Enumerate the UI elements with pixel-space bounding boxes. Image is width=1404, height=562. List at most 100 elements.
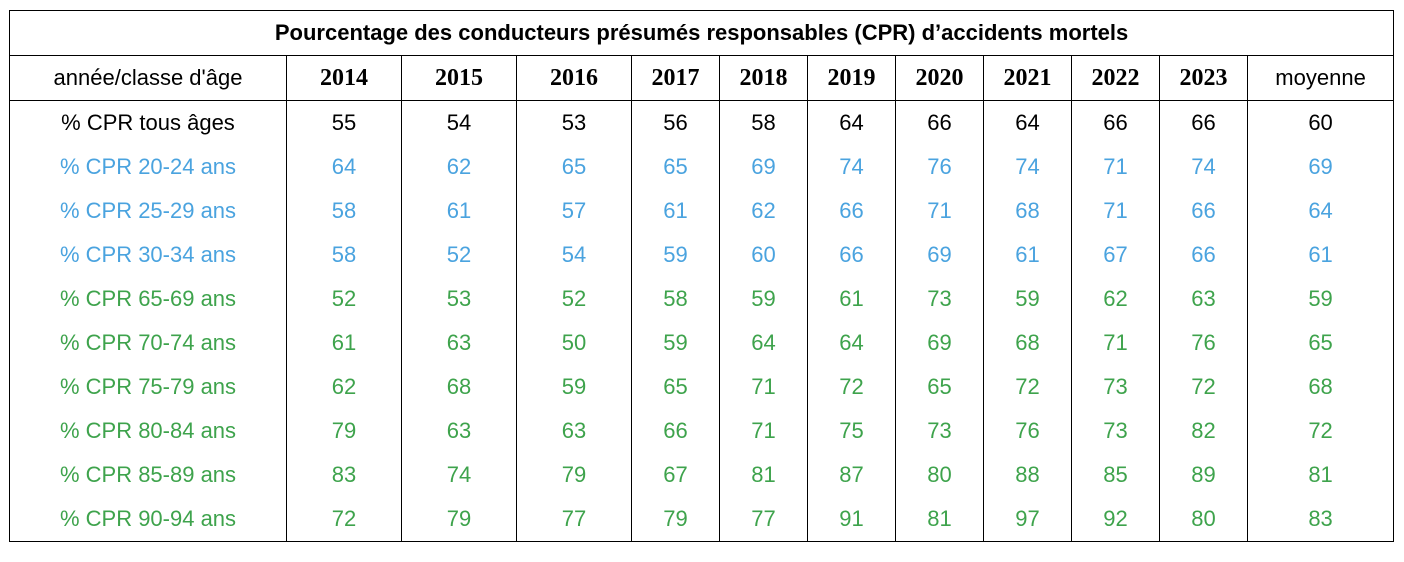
table-cell: 79 [516, 453, 632, 497]
table-cell: 66 [895, 100, 984, 145]
table-cell: 68 [983, 321, 1072, 365]
table-cell: 65 [1246, 321, 1395, 365]
table-cell: 52 [516, 277, 632, 321]
row-label: % CPR 70-74 ans [9, 321, 287, 365]
column-header: 2021 [983, 55, 1072, 101]
table-cell: 68 [1246, 365, 1395, 409]
table-cell: 66 [1159, 233, 1248, 277]
table-cell: 77 [719, 497, 808, 542]
table-cell: 91 [807, 497, 896, 542]
table-row: % CPR 75-79 ans 62 68 59 65 71 72 65 72 73 72 68 [9, 365, 1395, 409]
row-label: % CPR 65-69 ans [9, 277, 287, 321]
table-cell: 64 [719, 321, 808, 365]
table-cell: 83 [1246, 497, 1395, 542]
table-cell: 72 [1246, 409, 1395, 453]
table-cell: 63 [401, 321, 517, 365]
table-cell: 71 [719, 409, 808, 453]
table-cell: 71 [1071, 145, 1160, 189]
table-cell: 64 [807, 100, 896, 145]
row-label: % CPR 75-79 ans [9, 365, 287, 409]
table-cell: 73 [1071, 409, 1160, 453]
column-header: 2015 [401, 55, 517, 101]
table-cell: 58 [286, 189, 402, 233]
table-cell: 80 [1159, 497, 1248, 542]
table-cell: 71 [719, 365, 808, 409]
table-cell: 62 [1071, 277, 1160, 321]
table-cell: 60 [719, 233, 808, 277]
table-row: % CPR 85-89 ans 83 74 79 67 81 87 80 88 85 89 81 [9, 453, 1395, 497]
table-cell: 66 [1071, 100, 1160, 145]
table-cell: 65 [516, 145, 632, 189]
table-cell: 61 [401, 189, 517, 233]
table-cell: 74 [983, 145, 1072, 189]
table-cell: 61 [983, 233, 1072, 277]
row-label: % CPR 25-29 ans [9, 189, 287, 233]
row-label: % CPR 20-24 ans [9, 145, 287, 189]
table-row: % CPR 30-34 ans 58 52 54 59 60 66 69 61 67 66 61 [9, 233, 1395, 277]
table-cell: 74 [807, 145, 896, 189]
table-cell: 61 [631, 189, 720, 233]
column-header: 2018 [719, 55, 808, 101]
table-row: % CPR 70-74 ans 61 63 50 59 64 64 69 68 71 76 65 [9, 321, 1395, 365]
table-cell: 59 [1246, 277, 1395, 321]
table-cell: 53 [516, 100, 632, 145]
table-cell: 58 [719, 100, 808, 145]
table-cell: 63 [401, 409, 517, 453]
table-cell: 69 [1246, 145, 1395, 189]
column-header: 2019 [807, 55, 896, 101]
table-cell: 74 [401, 453, 517, 497]
table-cell: 59 [719, 277, 808, 321]
table-cell: 64 [983, 100, 1072, 145]
table-row: % CPR tous âges 55 54 53 56 58 64 66 64 66 66 60 [9, 100, 1395, 145]
table-cell: 76 [895, 145, 984, 189]
table-cell: 59 [631, 233, 720, 277]
column-header: 2020 [895, 55, 984, 101]
table-cell: 79 [286, 409, 402, 453]
table-cell: 81 [719, 453, 808, 497]
table-cell: 73 [1071, 365, 1160, 409]
table-row: % CPR 80-84 ans 79 63 63 66 71 75 73 76 73 82 72 [9, 409, 1395, 453]
table-cell: 54 [401, 100, 517, 145]
table-cell: 64 [286, 145, 402, 189]
table-cell: 74 [1159, 145, 1248, 189]
table-cell: 64 [807, 321, 896, 365]
table-cell: 69 [895, 233, 984, 277]
table-cell: 52 [286, 277, 402, 321]
table-cell: 53 [401, 277, 517, 321]
table-cell: 87 [807, 453, 896, 497]
table-cell: 76 [983, 409, 1072, 453]
row-label: % CPR 90-94 ans [9, 497, 287, 542]
table-cell: 68 [983, 189, 1072, 233]
table-cell: 77 [516, 497, 632, 542]
table-cell: 80 [895, 453, 984, 497]
row-label: % CPR 85-89 ans [9, 453, 287, 497]
row-label: % CPR 30-34 ans [9, 233, 287, 277]
table-cell: 63 [1159, 277, 1248, 321]
table-cell: 52 [401, 233, 517, 277]
cpr-data-table: Pourcentage des conducteurs présumés res… [8, 10, 1395, 542]
table-cell: 85 [1071, 453, 1160, 497]
table-cell: 65 [631, 145, 720, 189]
table-row: % CPR 90-94 ans 72 79 77 79 77 91 81 97 92 80 83 [9, 497, 1395, 542]
table-cell: 58 [286, 233, 402, 277]
table-cell: 67 [631, 453, 720, 497]
table-cell: 71 [1071, 189, 1160, 233]
table-cell: 89 [1159, 453, 1248, 497]
table-cell: 60 [1246, 100, 1395, 145]
table-cell: 82 [1159, 409, 1248, 453]
table-cell: 69 [895, 321, 984, 365]
table-cell: 79 [401, 497, 517, 542]
table-cell: 83 [286, 453, 402, 497]
table-cell: 61 [1246, 233, 1395, 277]
column-header: moyenne [1246, 55, 1395, 101]
table-cell: 61 [286, 321, 402, 365]
table-cell: 68 [401, 365, 517, 409]
table-title: Pourcentage des conducteurs présumés res… [8, 10, 1395, 56]
table-cell: 81 [1246, 453, 1395, 497]
column-header: 2017 [631, 55, 720, 101]
table-cell: 58 [631, 277, 720, 321]
table-cell: 72 [1159, 365, 1248, 409]
table-cell: 59 [631, 321, 720, 365]
table-row: % CPR 25-29 ans 58 61 57 61 62 66 71 68 71 66 64 [9, 189, 1395, 233]
table-cell: 72 [286, 497, 402, 542]
